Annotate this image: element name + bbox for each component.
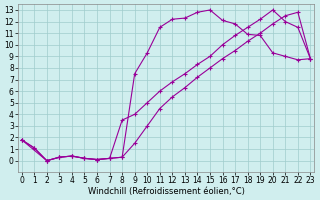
X-axis label: Windchill (Refroidissement éolien,°C): Windchill (Refroidissement éolien,°C) [88,187,244,196]
